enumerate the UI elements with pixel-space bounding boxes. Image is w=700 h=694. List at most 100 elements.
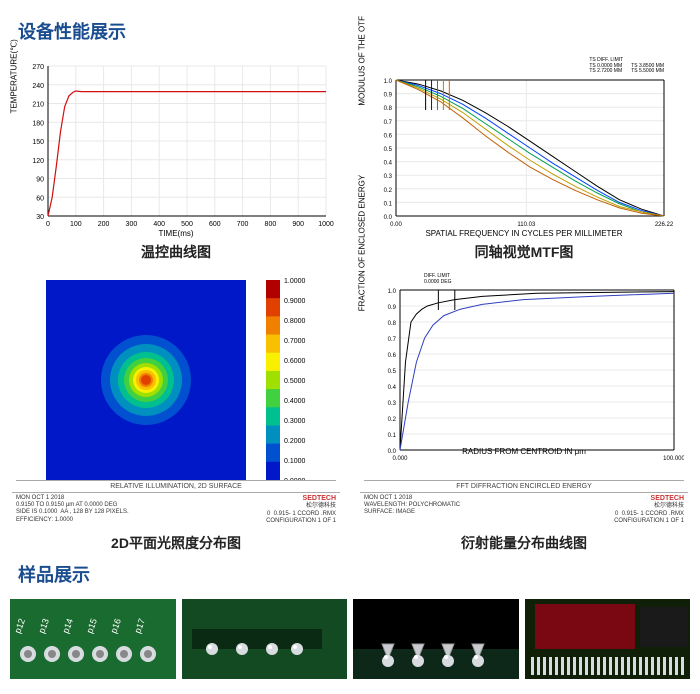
- svg-text:0.1: 0.1: [384, 201, 393, 207]
- chart3-meta-bar: MON OCT 1 2018 0.9150 TO 0.9150 μm AT 0.…: [12, 492, 340, 527]
- chart3-plot: 1.0000 0.9000 0.8000 0.7000 0.6000 0.5000 0.40…: [16, 270, 336, 480]
- chart4-meta-left: MON OCT 1 2018 WAVELENGTH: POLYCHROMATIC…: [364, 495, 460, 525]
- sedtech-logo: SEDTECH: [303, 495, 336, 502]
- svg-text:0.8: 0.8: [384, 106, 393, 112]
- chart2-ylabel: MODULUS OF THE OTF: [358, 16, 367, 106]
- svg-text:100.000: 100.000: [663, 456, 684, 462]
- svg-text:0.1: 0.1: [388, 433, 397, 439]
- svg-text:180: 180: [32, 120, 44, 127]
- svg-text:0.5: 0.5: [388, 369, 397, 375]
- svg-text:500: 500: [181, 221, 193, 228]
- svg-text:240: 240: [32, 83, 44, 90]
- svg-text:60: 60: [36, 195, 44, 202]
- section-title-samples: 样品展示: [18, 561, 690, 587]
- svg-text:0.4: 0.4: [388, 385, 397, 391]
- svg-text:0.1000: 0.1000: [284, 458, 306, 465]
- chart4-xlabel: RADIUS FROM CENTROID IN μm: [462, 447, 586, 456]
- chart2-xlabel: SPATIAL FREQUENCY IN CYCLES PER MILLIMET…: [425, 229, 622, 238]
- svg-text:150: 150: [32, 139, 44, 146]
- chart3-meta-title: RELATIVE ILLUMINATION, 2D SURFACE: [16, 480, 336, 492]
- logo-sub: 松尔德科技: [654, 503, 684, 509]
- svg-text:1000: 1000: [318, 221, 334, 228]
- svg-text:0.6: 0.6: [384, 133, 393, 139]
- svg-text:1.0: 1.0: [384, 79, 393, 85]
- sedtech-logo: SEDTECH: [651, 495, 684, 502]
- svg-text:0.8: 0.8: [388, 321, 397, 327]
- svg-text:700: 700: [237, 221, 249, 228]
- svg-text:900: 900: [292, 221, 304, 228]
- chart4-caption: 衍射能量分布曲线图: [461, 533, 587, 553]
- svg-text:600: 600: [209, 221, 221, 228]
- chart2-caption: 同轴视觉MTF图: [475, 242, 574, 262]
- svg-text:0.5000: 0.5000: [284, 378, 306, 385]
- svg-text:0.3: 0.3: [384, 174, 393, 180]
- sample-3: [353, 599, 519, 679]
- svg-text:0: 0: [46, 221, 50, 228]
- chart4-meta-bar: MON OCT 1 2018 WAVELENGTH: POLYCHROMATIC…: [360, 492, 688, 527]
- chart4-meta-right: SEDTECH 松尔德科技 0 0.915- 1 CCORD .RMX CONF…: [614, 495, 684, 525]
- svg-text:0.9000: 0.9000: [284, 298, 306, 305]
- svg-text:0.4: 0.4: [384, 161, 393, 167]
- svg-text:0.7000: 0.7000: [284, 338, 306, 345]
- svg-text:0.3000: 0.3000: [284, 418, 306, 425]
- logo-sub: 松尔德科技: [306, 503, 336, 509]
- sample-4: [525, 599, 691, 679]
- chart3-meta-right: SEDTECH 松尔德科技 0 0.915- 1 CCORD .RMX CONF…: [266, 495, 336, 525]
- chart1-ylabel: TEMPERATURE(℃): [10, 39, 19, 113]
- sample-2: [182, 599, 348, 679]
- chart2-legend: TS DIFF. LIMITTS 0.0000 MMTS 2.7200 MMTS…: [589, 58, 664, 75]
- svg-text:1.0: 1.0: [388, 289, 397, 295]
- svg-text:0.00: 0.00: [390, 222, 402, 228]
- svg-text:270: 270: [32, 64, 44, 71]
- chart1-caption: 温控曲线图: [141, 242, 211, 262]
- svg-text:226.22: 226.22: [655, 222, 674, 228]
- svg-text:0.9: 0.9: [384, 93, 393, 99]
- chart1-plot: 0 100 200 300 400 500 600 700 800 900 1000 30 60 90 12…: [16, 56, 336, 236]
- svg-text:0.7: 0.7: [384, 120, 393, 126]
- chart3-caption: 2D平面光照度分布图: [111, 533, 241, 553]
- svg-text:0.7: 0.7: [388, 337, 397, 343]
- svg-text:0.6000: 0.6000: [284, 358, 306, 365]
- chart3-meta-left: MON OCT 1 2018 0.9150 TO 0.9150 μm AT 0.…: [16, 495, 129, 525]
- svg-text:0.2000: 0.2000: [284, 438, 306, 445]
- svg-text:0.2: 0.2: [384, 188, 393, 194]
- svg-text:0.5: 0.5: [384, 147, 393, 153]
- svg-text:0.0000: 0.0000: [284, 478, 306, 480]
- svg-text:0.2: 0.2: [388, 417, 397, 423]
- chart-mtf: 0.0 0.1 0.2 0.3 0.4 0.5 0.6 0.7 0.8 0.9 1.0 0.00 110…: [358, 56, 690, 262]
- svg-text:0.0: 0.0: [384, 215, 393, 221]
- svg-text:800: 800: [265, 221, 277, 228]
- chart1-xlabel: TIME(ms): [158, 229, 193, 238]
- config-text: 0 0.915- 1 CCORD .RMX CONFIGURATION 1 OF…: [266, 511, 336, 524]
- svg-text:0.9: 0.9: [388, 305, 397, 311]
- config-text: 0 0.915- 1 CCORD .RMX CONFIGURATION 1 OF…: [614, 511, 684, 524]
- svg-text:30: 30: [36, 214, 44, 221]
- chart4-legend: DIFF. LIMIT0.0000 DEG: [424, 274, 452, 285]
- svg-text:100: 100: [70, 221, 82, 228]
- sample-row: p12p13p14p15p16p17: [10, 599, 690, 679]
- svg-text:90: 90: [36, 177, 44, 184]
- sample-1: p12p13p14p15p16p17: [10, 599, 176, 679]
- chart-encircled-energy: 0.0 0.1 0.2 0.3 0.4 0.5 0.6 0.7 0.8 0.9 1.0 0.000 10…: [358, 270, 690, 553]
- chart4-plot: 0.0 0.1 0.2 0.3 0.4 0.5 0.6 0.7 0.8 0.9 1.0 0.000 10…: [364, 270, 684, 480]
- chart4-meta-title: FFT DIFFRACTION ENCIRCLED ENERGY: [364, 480, 684, 492]
- svg-text:200: 200: [98, 221, 110, 228]
- section-title-performance: 设备性能展示: [18, 18, 690, 44]
- chart-illumination: 1.0000 0.9000 0.8000 0.7000 0.6000 0.5000 0.40…: [10, 270, 342, 553]
- svg-text:110.03: 110.03: [517, 222, 536, 228]
- chart4-ylabel: FRACTION OF ENCLOSED ENERGY: [358, 175, 367, 311]
- chart-temperature: 0 100 200 300 400 500 600 700 800 900 1000 30 60 90 12…: [10, 56, 342, 262]
- chart2-plot: 0.0 0.1 0.2 0.3 0.4 0.5 0.6 0.7 0.8 0.9 1.0 0.00 110…: [364, 56, 684, 236]
- svg-text:0.0: 0.0: [388, 449, 397, 455]
- svg-text:0.000: 0.000: [392, 456, 408, 462]
- svg-text:120: 120: [32, 158, 44, 165]
- svg-text:0.3: 0.3: [388, 401, 397, 407]
- svg-text:210: 210: [32, 102, 44, 109]
- performance-grid: 0 100 200 300 400 500 600 700 800 900 1000 30 60 90 12…: [10, 56, 690, 553]
- svg-text:1.0000: 1.0000: [284, 278, 306, 285]
- svg-text:0.8000: 0.8000: [284, 318, 306, 325]
- svg-text:0.4000: 0.4000: [284, 398, 306, 405]
- svg-text:400: 400: [153, 221, 165, 228]
- svg-text:0.6: 0.6: [388, 353, 397, 359]
- svg-text:300: 300: [126, 221, 138, 228]
